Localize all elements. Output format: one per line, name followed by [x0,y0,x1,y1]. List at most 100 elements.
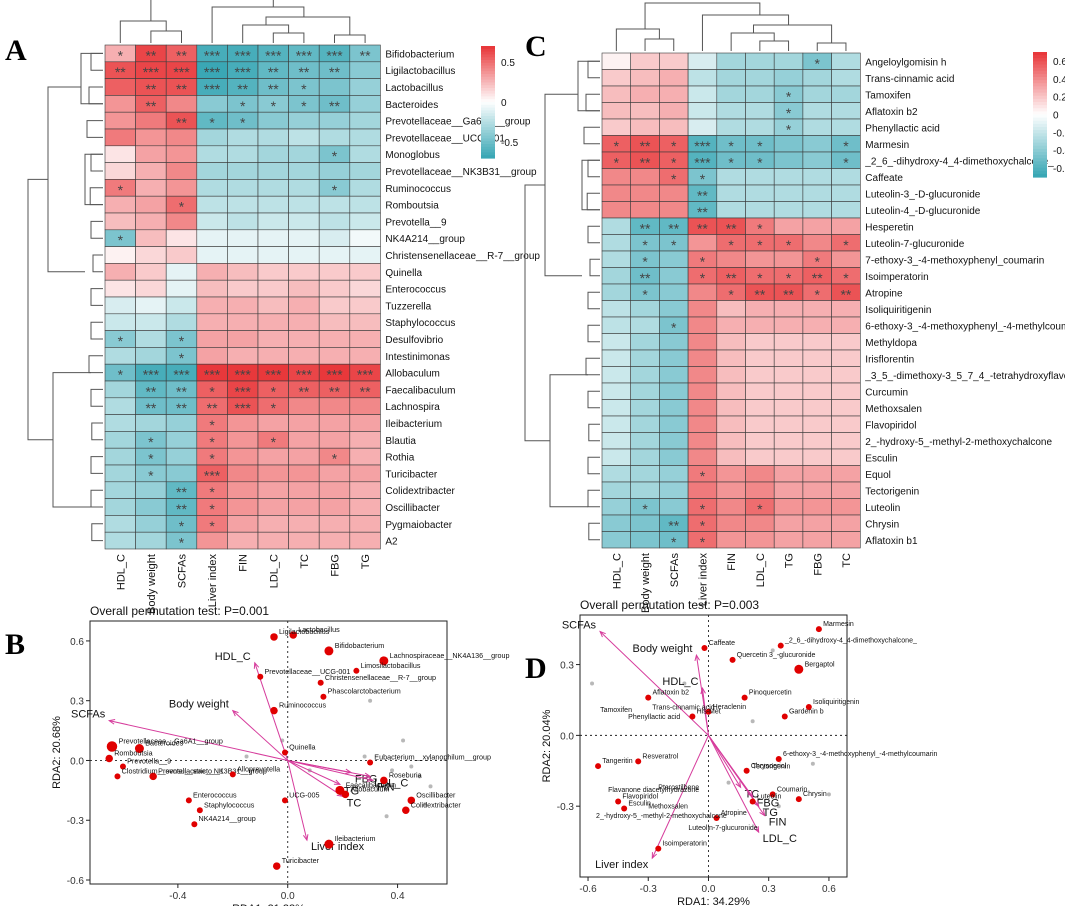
heatmap-cell [716,514,746,532]
heatmap-cell [318,78,351,96]
heatmap-cell [288,179,320,197]
row-dendrogram [587,324,600,343]
significance-stars: * [301,98,307,114]
heatmap-cell [349,330,381,348]
data-point [105,754,113,763]
heatmap-cell [288,431,320,449]
significance-stars: ** [726,270,737,286]
heatmap-cell [659,465,689,483]
data-point [191,821,198,828]
row-label: Methoxsalen [865,404,922,415]
data-point [289,631,297,639]
heatmap-cell [135,347,167,365]
row-label: Esculin [865,453,897,464]
heatmap-cell [659,283,689,301]
heatmap-cell [802,366,832,384]
heatmap-cell [257,279,289,298]
significance-stars: * [179,333,185,349]
heatmap-cell [773,366,804,384]
row-dendrogram [90,220,103,239]
data-point-label: Chrysin [803,791,827,798]
significance-stars: * [700,270,706,286]
heatmap-cell [802,85,832,103]
heatmap-cell [659,102,689,120]
row-label: Enterococcus [385,285,446,296]
legend-tick: -0.6 [1053,164,1065,175]
significance-stars: ** [176,501,187,517]
data-point [317,679,324,686]
significance-stars: * [332,148,338,164]
significance-stars: * [271,434,277,450]
legend-swatch [1033,111,1047,116]
heatmap-cell [831,217,861,235]
significance-stars: * [301,81,307,97]
heatmap-cell [687,382,718,400]
significance-stars: * [700,468,706,484]
column-label: TC [841,553,853,568]
data-point [281,749,288,756]
heatmap-cell [196,347,228,365]
env-arrow-label: SCFAs [562,620,597,632]
data-point [185,797,192,804]
heatmap-cell [349,498,381,516]
heatmap-cell [257,296,289,315]
heatmap-cell [135,195,167,214]
env-arrow [287,760,341,785]
heatmap-cell [687,102,718,120]
heatmap-cell [745,333,775,351]
heatmap-cell [135,246,167,264]
heatmap-cell [318,111,351,130]
row-label: Bifidobacterium [385,49,454,60]
heatmap-cell [601,382,632,400]
data-point-label: Eubacterium__xylanophilum__group [374,752,491,761]
data-point [402,806,410,815]
column-label: TG [784,553,796,568]
row-dendrogram [577,60,600,112]
data-point-label: Ligilactobacillus [279,627,330,636]
grey-point [750,719,755,724]
legend-tick: 0.6 [1053,57,1065,68]
significance-stars: ** [329,98,340,114]
data-point-label: Lachnospiraceae__NK4A136__group [390,651,510,660]
heatmap-cell [831,333,861,351]
heatmap-cell [601,432,632,450]
heatmap-cell [318,397,351,415]
legend-swatch [481,155,495,159]
row-label: Phenyllactic acid [865,123,939,134]
heatmap-cell [601,102,632,120]
data-point-label: Gardenin b [789,708,824,715]
significance-stars: *** [694,154,711,170]
heatmap-cell [630,333,660,351]
heatmap-cell [773,300,804,318]
heatmap-cell [831,85,861,103]
significance-stars: *** [173,367,190,383]
row-label: Tamoxifen [865,90,911,101]
heatmap-cell [165,212,198,231]
env-arrow-head [700,686,706,695]
heatmap-cell [831,531,861,549]
heatmap-cell [716,415,746,433]
row-label: 2_-hydroxy-5_-methyl-2-methoxychalcone [865,437,1052,448]
heatmap-cell [165,296,198,315]
data-point-label: Isoliquiritigenin [813,699,859,706]
heatmap-cell [288,481,320,499]
panel-label-c: C [525,30,547,63]
grey-point [423,802,428,807]
data-point [635,758,642,765]
legend-tick: 0 [1053,111,1059,122]
heatmap-c: * Angeloylgomisin h Trans-cinnamic acid * Ta… [524,2,1065,613]
heatmap-cell [349,313,381,331]
heatmap-cell [687,349,718,367]
legend-swatch [1033,152,1047,156]
heatmap-cell [745,531,775,549]
legend-swatch [481,93,495,97]
grey-point [428,784,433,789]
heatmap-cell [802,399,832,417]
significance-stars: *** [694,138,711,154]
legend-swatch [481,113,495,117]
data-point [795,796,802,803]
env-arrow [701,688,709,736]
legend-swatch [481,124,495,128]
heatmap-cell [659,250,689,268]
heatmap-cell [601,498,632,516]
